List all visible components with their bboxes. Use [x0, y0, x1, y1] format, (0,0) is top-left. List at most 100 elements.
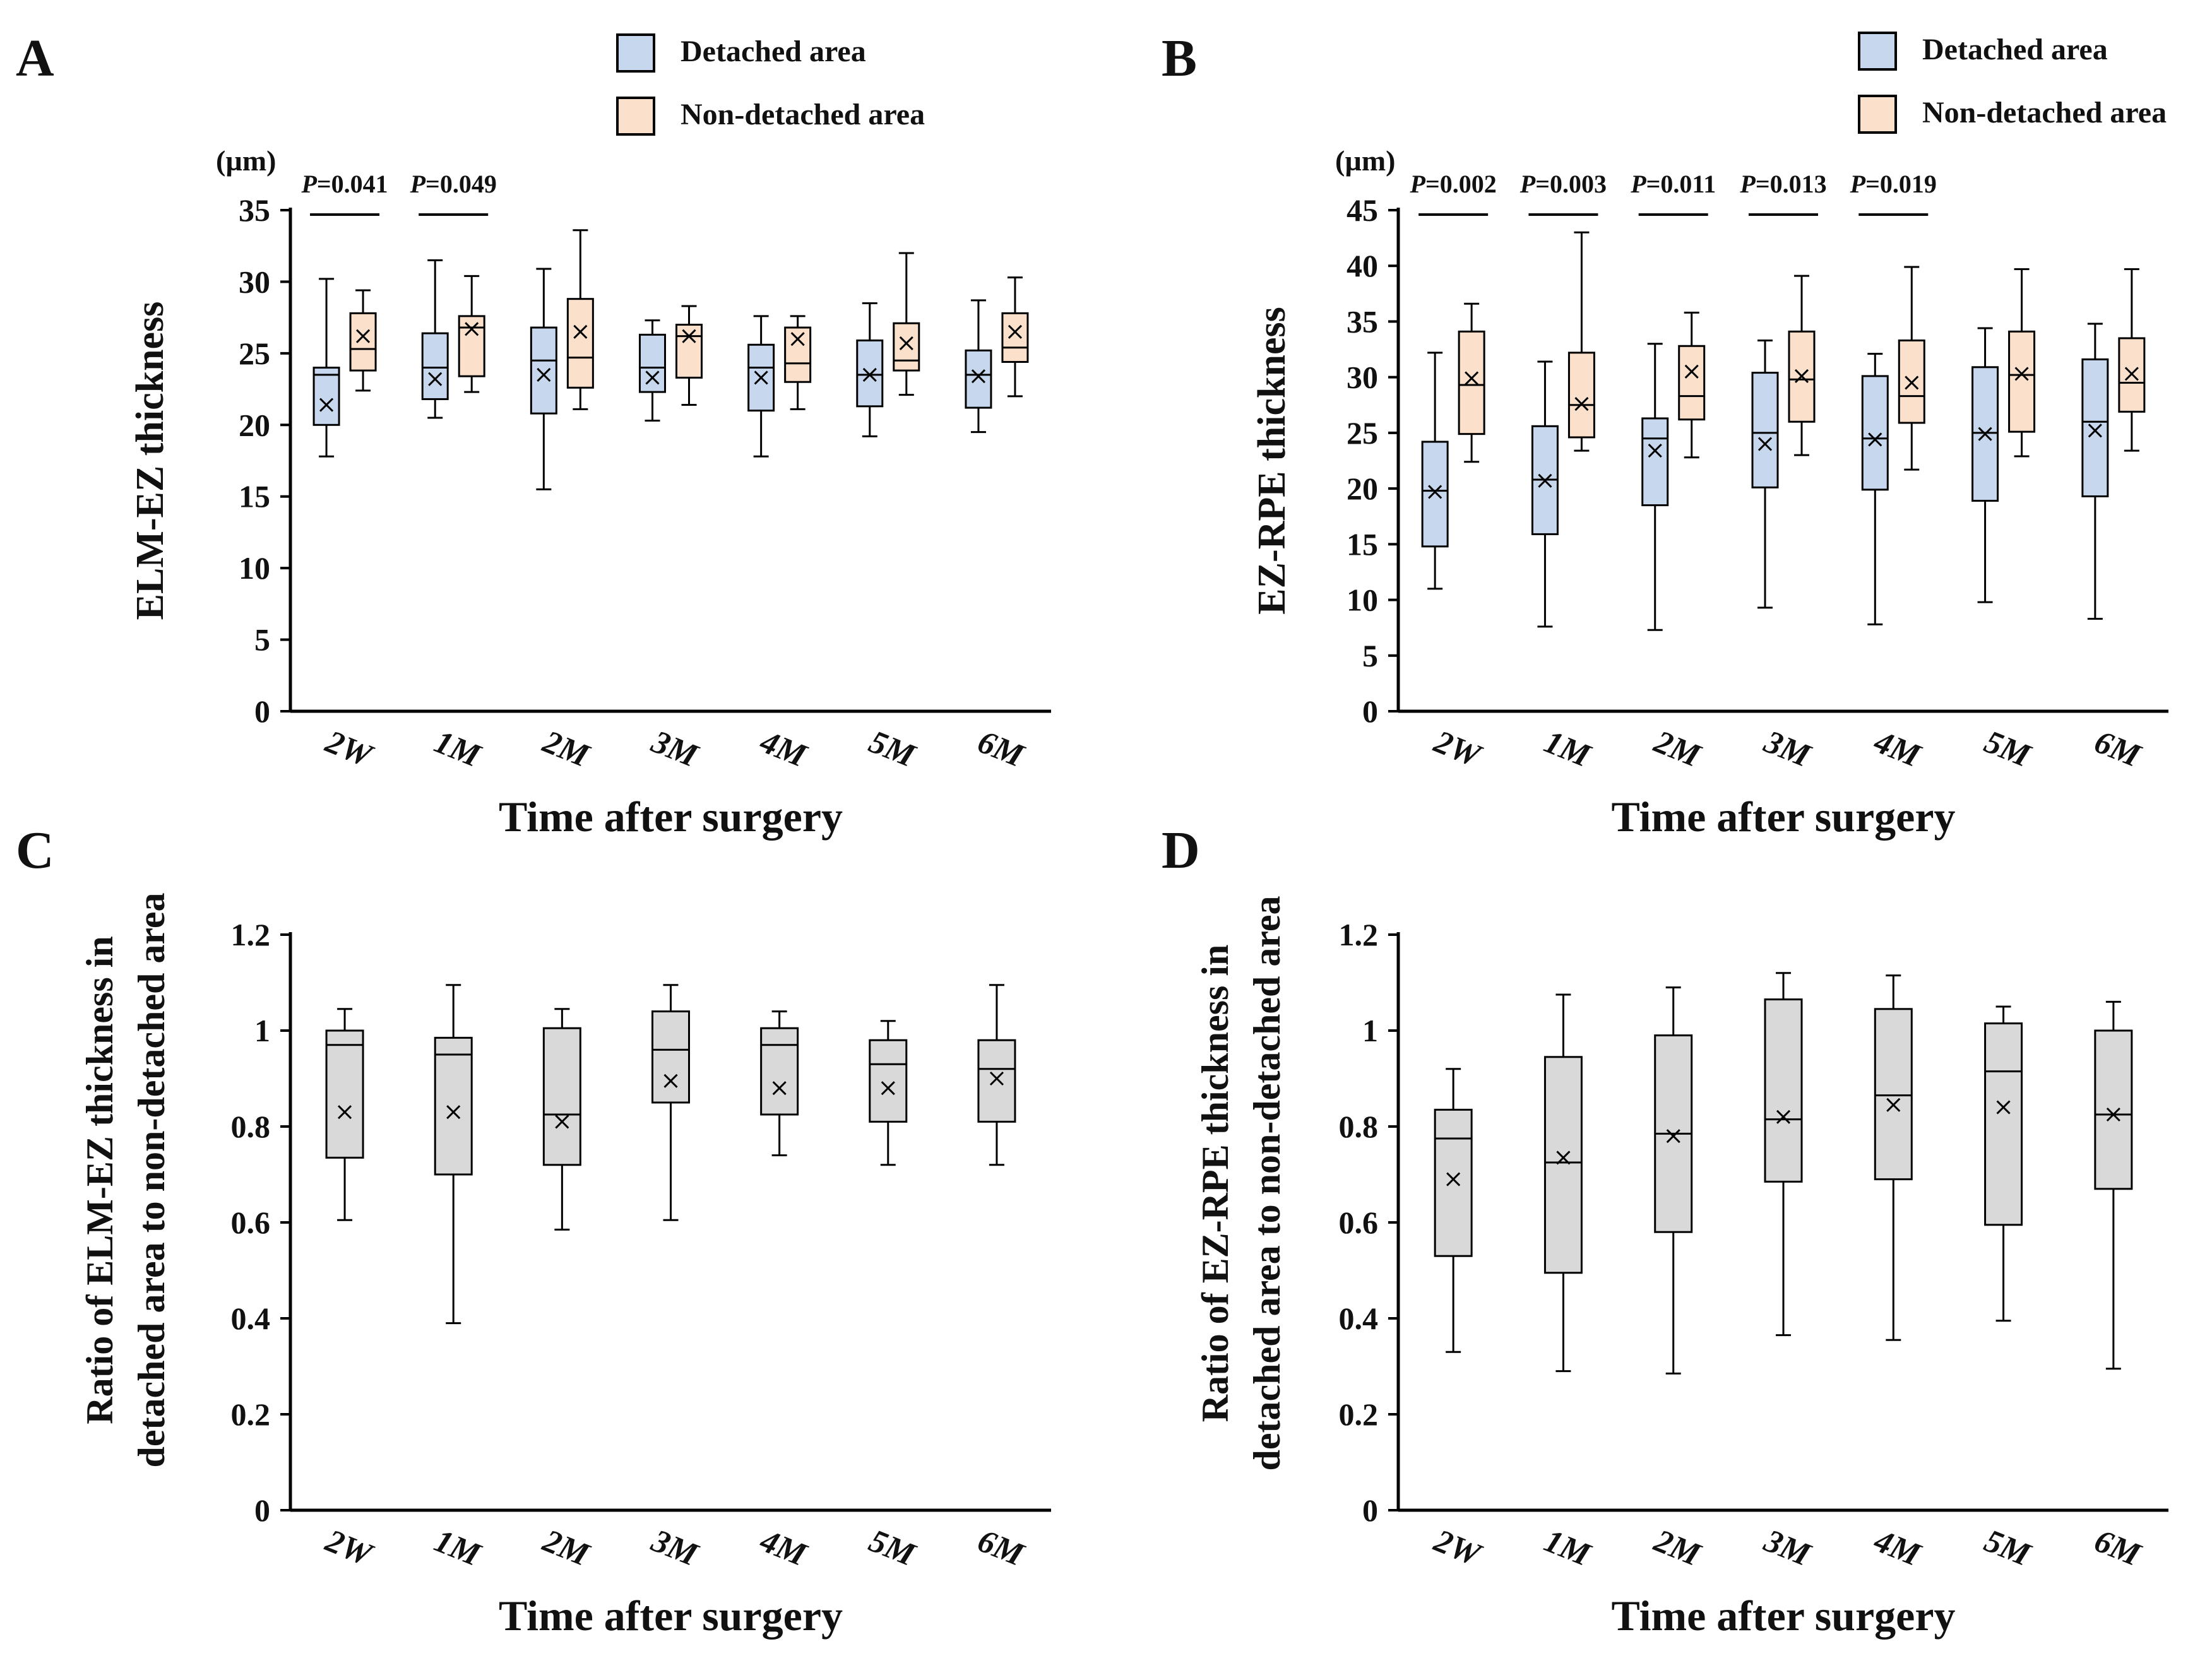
panel-letter: C — [16, 821, 54, 880]
mean-marker — [428, 372, 443, 386]
box-plot — [1654, 986, 1693, 1375]
y-tick-label: 0 — [254, 694, 270, 729]
p-value-symbol: P — [1739, 170, 1756, 198]
p-value-label: P=0.013 — [1739, 170, 1826, 198]
box-plot — [1971, 327, 1999, 603]
y-axis-title: EZ-RPE thickness — [1251, 307, 1293, 614]
box-plot — [1001, 276, 1029, 398]
box-iqr — [639, 333, 666, 393]
box-iqr — [2081, 358, 2109, 497]
panel-letter: B — [1162, 29, 1197, 88]
box-plot — [639, 319, 666, 422]
box-plot — [1861, 353, 1889, 625]
mean-marker — [1428, 485, 1442, 499]
box-iqr — [1874, 1008, 1913, 1181]
legend-swatch-non-detached — [616, 97, 655, 136]
mean-marker — [989, 1071, 1004, 1086]
box-iqr — [651, 1010, 690, 1104]
y-tick-label: 1.2 — [1339, 917, 1379, 952]
box-plot — [675, 305, 703, 406]
panel-letter: D — [1162, 821, 1200, 880]
p-value-label: P=0.003 — [1519, 170, 1607, 198]
box-iqr — [421, 332, 449, 400]
y-tick-label: 35 — [239, 192, 270, 228]
box-iqr — [1764, 998, 1803, 1183]
mean-marker — [1538, 473, 1552, 488]
mean-marker — [1446, 1172, 1461, 1186]
mean-marker — [356, 329, 371, 343]
mean-marker — [1684, 364, 1699, 379]
p-value-number: =0.049 — [425, 170, 497, 198]
p-value-label: P=0.002 — [1410, 170, 1497, 198]
box-iqr — [2008, 330, 2036, 433]
y-tick-label: 1 — [254, 1013, 270, 1048]
p-value-number: =0.011 — [1646, 170, 1716, 198]
p-value-number: =0.019 — [1865, 170, 1937, 198]
mean-marker — [338, 1105, 352, 1120]
box-plot — [856, 302, 884, 437]
mean-marker — [446, 1105, 461, 1120]
box-plot — [1984, 1005, 2023, 1322]
mean-marker — [1776, 1109, 1791, 1124]
legend-label: Non-detached area — [681, 98, 925, 131]
box-plot — [1434, 1068, 1473, 1353]
box-plot — [1458, 302, 1485, 463]
y-axis-title-line: Ratio of EZ-RPE thickness in — [1194, 945, 1236, 1422]
mean-marker — [645, 370, 660, 385]
mean-marker — [881, 1081, 895, 1096]
mean-marker — [1666, 1129, 1680, 1144]
box-plot — [651, 984, 690, 1221]
box-iqr — [965, 349, 992, 409]
p-value-label: P=0.011 — [1630, 170, 1716, 198]
mean-marker — [754, 370, 768, 385]
box-iqr — [434, 1036, 473, 1176]
box-plot — [747, 315, 775, 458]
box-iqr — [760, 1027, 799, 1116]
box-plot — [349, 289, 377, 392]
legend-swatch-detached — [1858, 32, 1897, 71]
y-tick-label: 5 — [254, 622, 270, 658]
y-tick-label: 45 — [1347, 192, 1378, 228]
legend-swatch-non-detached — [1858, 95, 1897, 134]
y-tick-label: 20 — [239, 407, 270, 442]
box-iqr — [312, 367, 340, 426]
box-iqr — [893, 322, 920, 372]
p-value-symbol: P — [1410, 170, 1426, 198]
x-axis-title: Time after surgery — [1611, 793, 1955, 841]
y-tick-label: 0 — [254, 1493, 270, 1528]
mean-marker — [1905, 376, 1919, 390]
mean-marker — [555, 1115, 569, 1129]
legend-label: Non-detached area — [1922, 96, 2167, 129]
panel-letter: A — [16, 29, 54, 88]
box-iqr — [2094, 1029, 2133, 1190]
mean-marker — [319, 398, 334, 412]
box-iqr — [856, 339, 884, 408]
box-plot — [542, 1008, 581, 1231]
p-value-number: =0.002 — [1425, 170, 1497, 198]
mean-marker — [1996, 1100, 2011, 1115]
box-iqr — [349, 312, 377, 372]
y-tick-label: 35 — [1347, 304, 1378, 339]
box-plot — [2008, 268, 2036, 458]
p-value-symbol: P — [1630, 170, 1646, 198]
mean-marker — [1648, 444, 1662, 458]
box-iqr — [1861, 375, 1889, 491]
box-plot — [312, 278, 340, 458]
y-tick-label: 0.8 — [1339, 1109, 1379, 1144]
box-plot — [965, 299, 992, 434]
box-plot — [2118, 268, 2146, 452]
legend-swatch-detached — [616, 33, 655, 73]
box-plot — [1788, 275, 1816, 456]
mean-marker — [2106, 1107, 2120, 1122]
box-plot — [2094, 1000, 2133, 1370]
box-iqr — [530, 326, 557, 415]
mean-marker — [1886, 1097, 1901, 1112]
box-iqr — [784, 326, 812, 383]
box-iqr — [1641, 417, 1669, 507]
y-tick-label: 10 — [239, 550, 270, 586]
box-plot — [1764, 972, 1803, 1337]
box-plot — [784, 315, 812, 410]
box-iqr — [566, 298, 594, 389]
box-plot — [1678, 311, 1706, 459]
